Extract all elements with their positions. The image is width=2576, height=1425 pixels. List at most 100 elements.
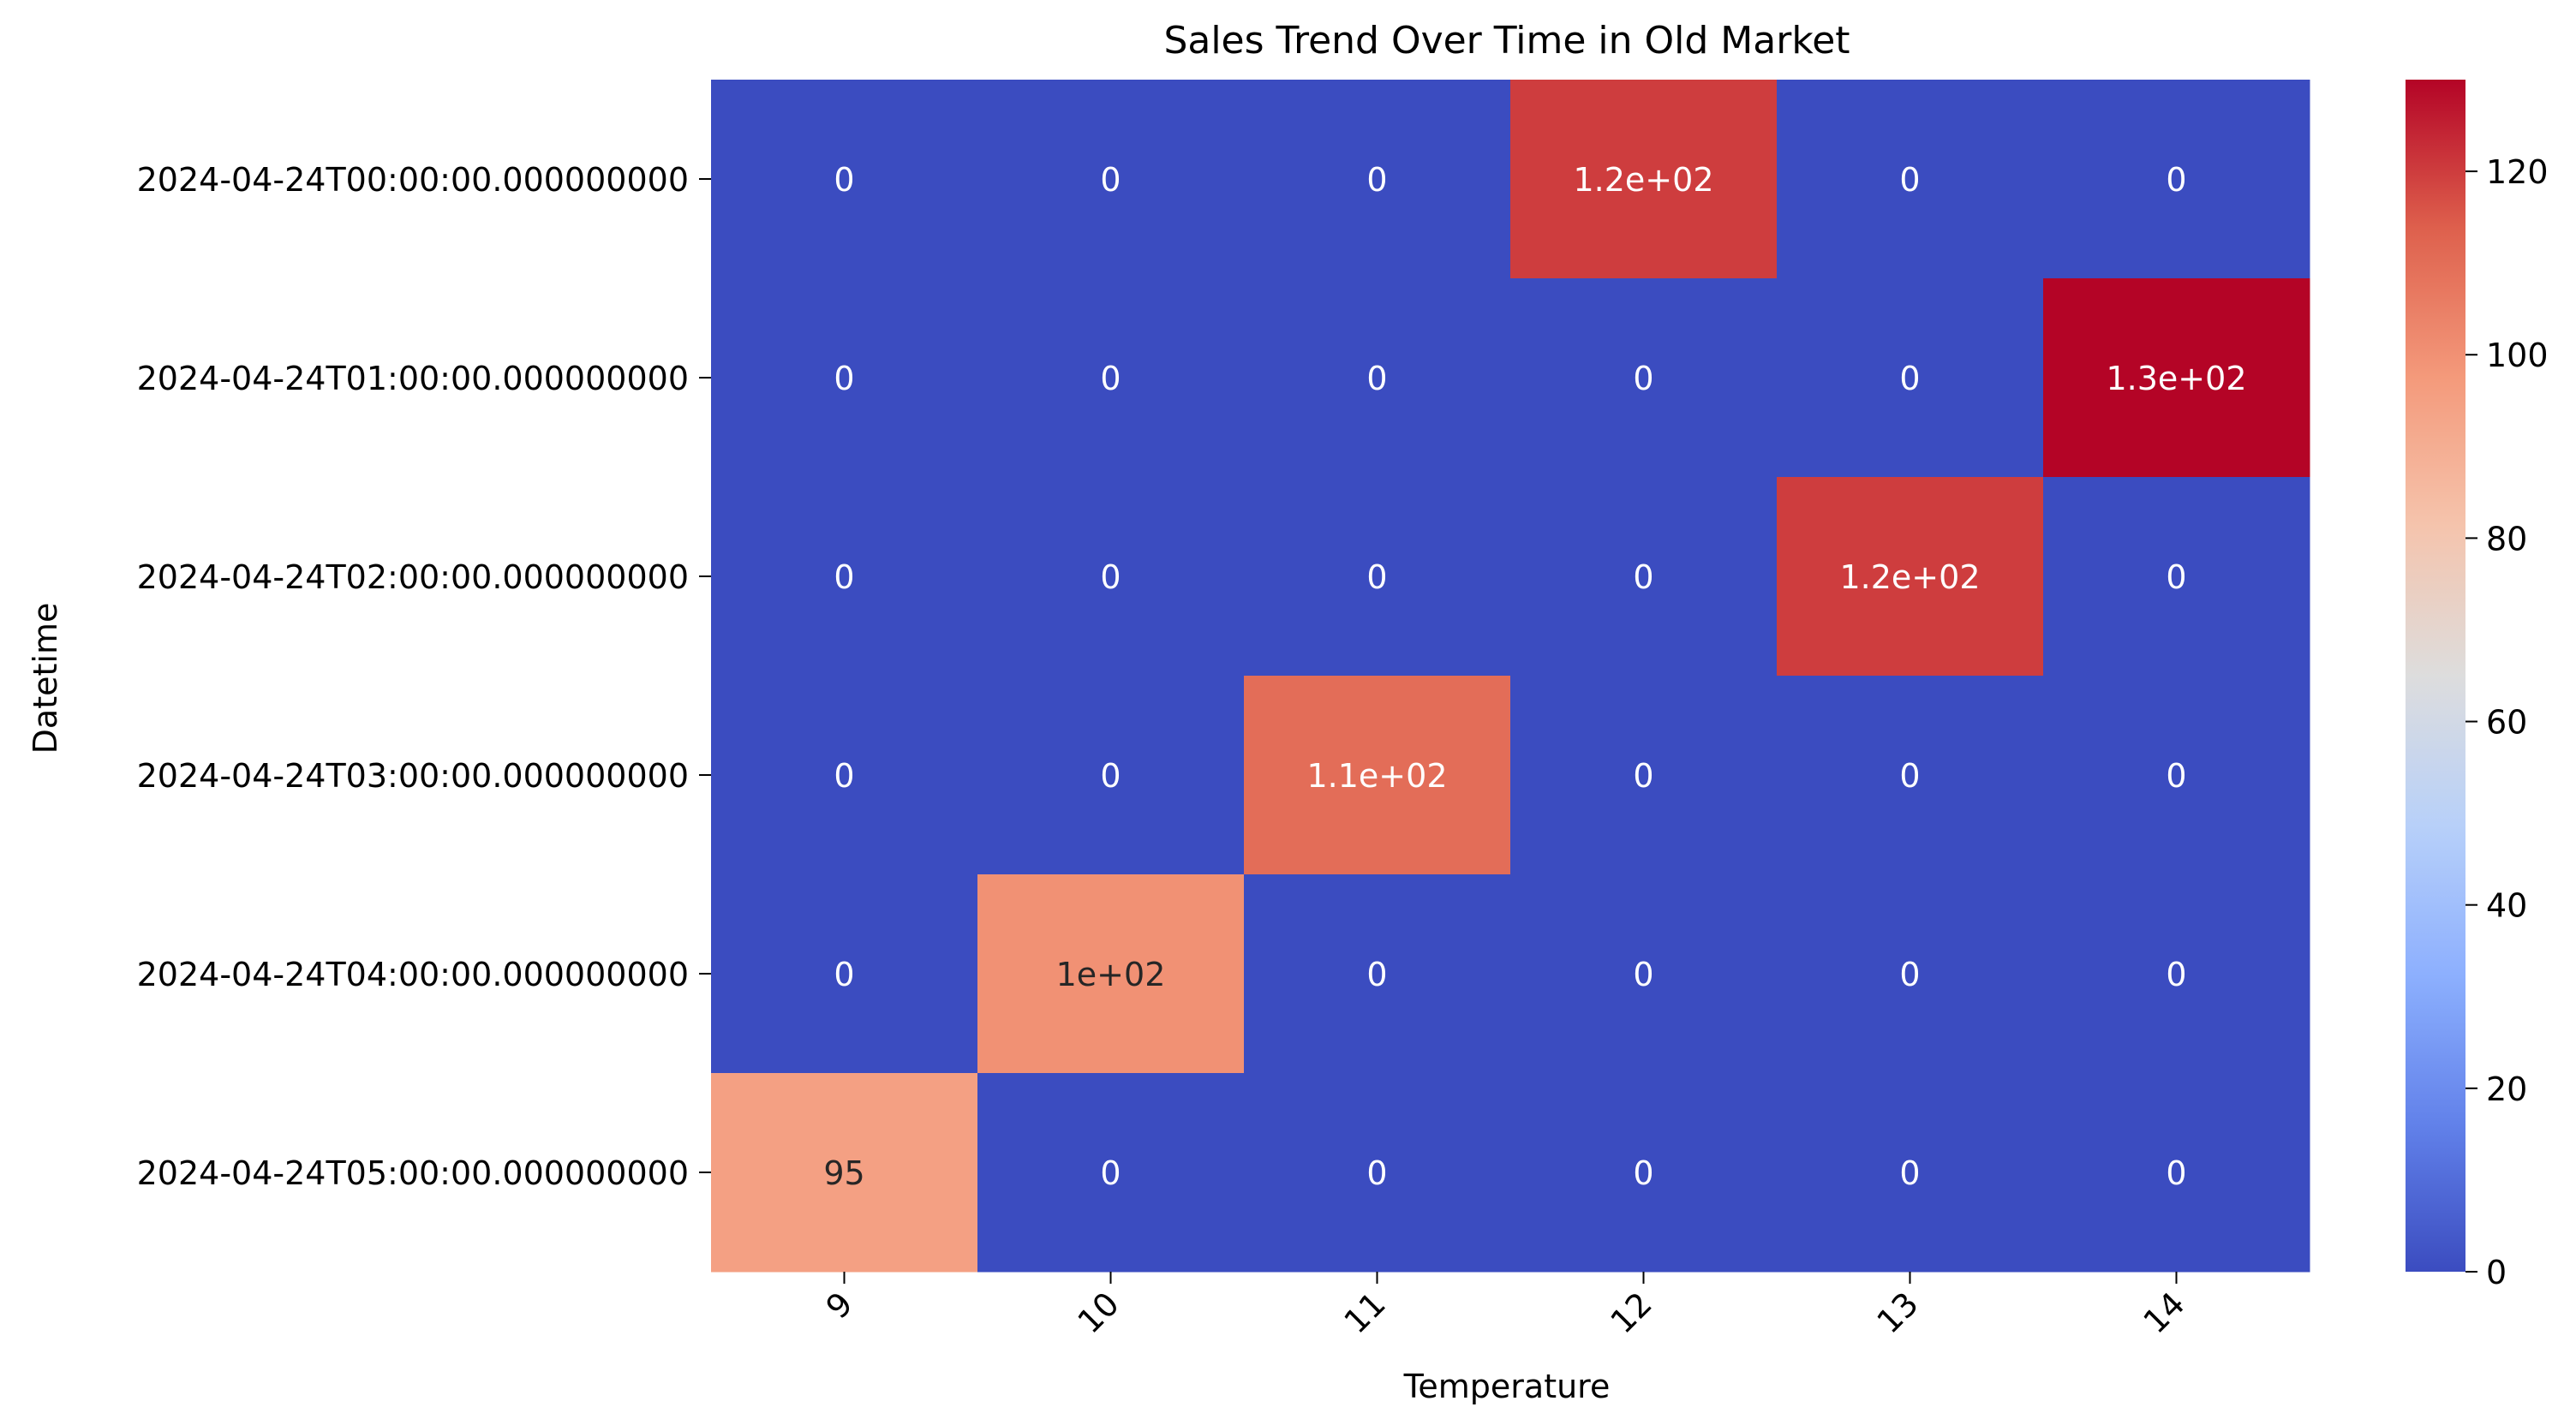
chart-title: Sales Trend Over Time in Old Market: [1163, 19, 1850, 63]
colorbar-tick-label: 100: [2486, 337, 2549, 374]
x-axis-label: Temperature: [1403, 1368, 1611, 1405]
heatmap-annotations: 0 0 0 1.2e+02 0 0 0 0 0 0 0 1.3e+02 0 0 0 0 1.2e+02 0 0 0 1.…: [823, 161, 2246, 1192]
heatmap-cell: [977, 80, 1245, 279]
cell-annotation: 0: [1633, 1154, 1653, 1192]
colorbar-tick-label: 0: [2486, 1254, 2507, 1291]
cell-annotation: 0: [1100, 757, 1121, 795]
heatmap-cell: [977, 1073, 1245, 1273]
heatmap-cell: [1510, 80, 1778, 279]
heatmap-cell: [711, 1073, 978, 1273]
cell-annotation: 0: [1366, 161, 1387, 199]
heatmap-cell: [1244, 874, 1511, 1074]
cell-annotation: 0: [1100, 360, 1121, 397]
heatmap-cell: [1510, 278, 1778, 478]
heatmap-cell: [1510, 874, 1778, 1074]
cell-annotation: 1.2e+02: [1839, 558, 1980, 596]
cell-annotation: 0: [1899, 360, 1920, 397]
cell-annotation: 0: [2166, 1154, 2186, 1192]
cell-annotation: 0: [1633, 757, 1653, 795]
x-tick-label: 9: [819, 1285, 860, 1326]
y-axis: 2024-04-24T00:00:00.000000000 2024-04-24T…: [137, 161, 711, 1192]
x-tick-label: 12: [1604, 1285, 1659, 1340]
cell-annotation: 1e+02: [1056, 956, 1166, 993]
heatmap-cell: [2043, 874, 2310, 1074]
colorbar-tick-label: 40: [2486, 887, 2527, 925]
cell-annotation: 0: [1366, 1154, 1387, 1192]
cell-annotation: 0: [1366, 956, 1387, 993]
heatmap-cell: [977, 874, 1245, 1074]
y-tick-label: 2024-04-24T02:00:00.000000000: [137, 558, 689, 596]
heatmap-cell: [1244, 1073, 1511, 1273]
colorbar-tick-label: 80: [2486, 520, 2527, 557]
cell-annotation: 0: [1100, 1154, 1121, 1192]
heatmap-cell: [1777, 80, 2044, 279]
cell-annotation: 0: [2166, 161, 2186, 199]
heatmap-cell: [2043, 278, 2310, 478]
cell-annotation: 1.3e+02: [2106, 360, 2246, 397]
heatmap-cell: [711, 477, 978, 677]
cell-annotation: 1.2e+02: [1573, 161, 1713, 199]
heatmap-cell: [711, 676, 978, 875]
heatmap-cell: [2043, 80, 2310, 279]
x-tick-label: 11: [1337, 1285, 1393, 1340]
cell-annotation: 0: [1100, 558, 1121, 596]
heatmap-cell: [1777, 874, 2044, 1074]
cell-annotation: 0: [834, 360, 854, 397]
cell-annotation: 0: [834, 757, 854, 795]
heatmap-cell: [711, 278, 978, 478]
cell-annotation: 0: [1633, 558, 1653, 596]
colorbar: 0 20 40 60 80 100 120: [2406, 80, 2549, 1291]
heatmap-cell: [1510, 477, 1778, 677]
heatmap-cell: [711, 80, 978, 279]
cell-annotation: 0: [1100, 161, 1121, 199]
y-axis-label: Datetime: [27, 603, 64, 754]
y-tick-label: 2024-04-24T04:00:00.000000000: [137, 956, 689, 993]
heatmap-cell: [1510, 1073, 1778, 1273]
colorbar-tick-label: 120: [2486, 153, 2549, 191]
x-tick-label: 14: [2137, 1285, 2192, 1340]
heatmap-cell: [2043, 1073, 2310, 1273]
cell-annotation: 0: [1899, 757, 1920, 795]
colorbar-tick-label: 20: [2486, 1070, 2527, 1108]
heatmap-cell: [1244, 477, 1511, 677]
heatmap-cell: [1777, 1073, 2044, 1273]
y-tick-label: 2024-04-24T05:00:00.000000000: [137, 1154, 689, 1192]
x-axis: 9 10 11 12 13 14: [819, 1272, 2192, 1341]
heatmap-cell: [1777, 278, 2044, 478]
heatmap-cell: [1244, 80, 1511, 279]
cell-annotation: 95: [823, 1154, 864, 1192]
cell-annotation: 0: [834, 558, 854, 596]
y-tick-label: 2024-04-24T03:00:00.000000000: [137, 757, 689, 795]
heatmap-cells: [711, 80, 2310, 1273]
cell-annotation: 0: [1366, 360, 1387, 397]
heatmap-cell: [977, 676, 1245, 875]
heatmap-cell: [1244, 676, 1511, 875]
heatmap-cell: [1777, 477, 2044, 677]
cell-annotation: 0: [834, 956, 854, 993]
cell-annotation: 0: [1899, 956, 1920, 993]
cell-annotation: 0: [2166, 757, 2186, 795]
cell-annotation: 0: [2166, 956, 2186, 993]
heatmap-cell: [711, 874, 978, 1074]
cell-annotation: 0: [1366, 558, 1387, 596]
cell-annotation: 1.1e+02: [1306, 757, 1447, 795]
y-tick-label: 2024-04-24T00:00:00.000000000: [137, 161, 689, 199]
y-tick-label: 2024-04-24T01:00:00.000000000: [137, 360, 689, 397]
colorbar-tick-label: 60: [2486, 704, 2527, 742]
cell-annotation: 0: [834, 161, 854, 199]
heatmap-cell: [1510, 676, 1778, 875]
heatmap-cell: [2043, 676, 2310, 875]
heatmap-cell: [1777, 676, 2044, 875]
x-tick-label: 13: [1870, 1285, 1926, 1340]
cell-annotation: 0: [2166, 558, 2186, 596]
cell-annotation: 0: [1899, 161, 1920, 199]
heatmap-cell: [977, 278, 1245, 478]
colorbar-gradient: [2406, 80, 2465, 1272]
heatmap-cell: [977, 477, 1245, 677]
heatmap-cell: [2043, 477, 2310, 677]
cell-annotation: 0: [1633, 956, 1653, 993]
cell-annotation: 0: [1899, 1154, 1920, 1192]
x-tick-label: 10: [1071, 1285, 1127, 1340]
cell-annotation: 0: [1633, 360, 1653, 397]
